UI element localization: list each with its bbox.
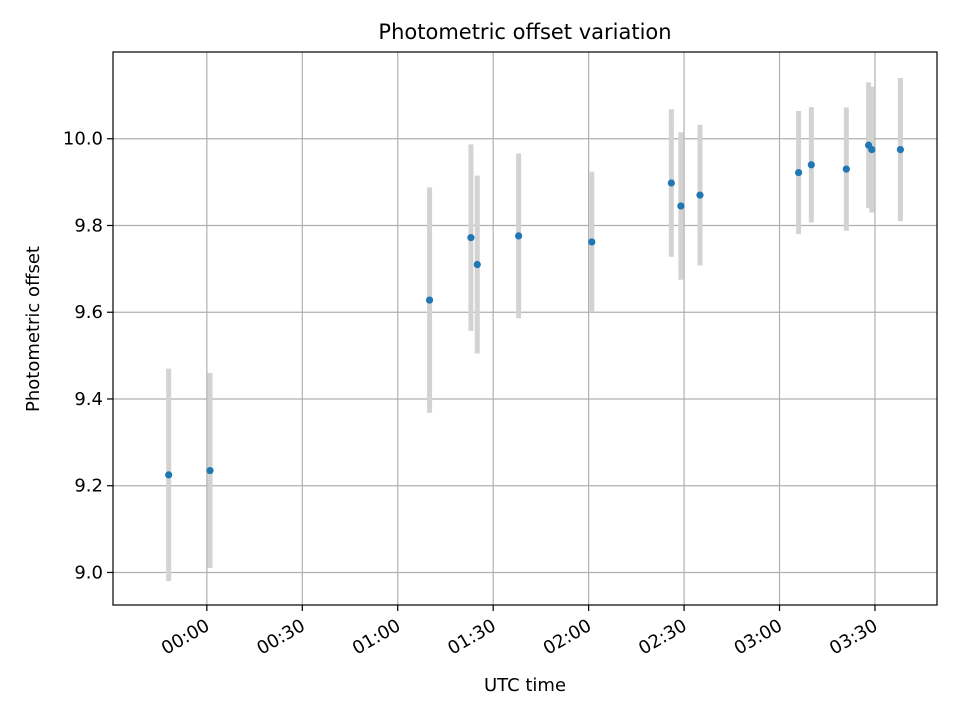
- y-tick-label: 9.4: [74, 389, 103, 410]
- data-point: [588, 238, 596, 246]
- data-point: [473, 260, 481, 269]
- data-point: [667, 179, 675, 187]
- y-tick-label: 10.0: [63, 129, 103, 150]
- y-axis-ticks: 9.0 9.2 9.4 9.6 9.8 10.0: [63, 129, 113, 583]
- y-tick-label: 9.2: [74, 476, 103, 497]
- x-axis-label: UTC time: [484, 675, 566, 696]
- data-point: [425, 296, 434, 304]
- data-point: [868, 145, 876, 154]
- data-point: [896, 145, 905, 154]
- data-point: [795, 168, 803, 177]
- data-point: [515, 232, 523, 240]
- data-point: [807, 161, 815, 169]
- y-axis-label: Photometric offset: [23, 246, 44, 412]
- data-point: [467, 234, 475, 242]
- data-point: [206, 466, 214, 475]
- data-point: [842, 165, 850, 173]
- y-tick-label: 9.0: [74, 562, 103, 583]
- chart-title: Photometric offset variation: [378, 20, 671, 44]
- y-tick-label: 9.6: [74, 302, 103, 323]
- point-layer: [165, 141, 905, 479]
- plot-frame: [112, 51, 938, 606]
- data-point: [696, 191, 704, 199]
- data-point: [677, 202, 685, 210]
- y-tick-label: 9.8: [74, 215, 103, 236]
- data-point: [165, 471, 173, 479]
